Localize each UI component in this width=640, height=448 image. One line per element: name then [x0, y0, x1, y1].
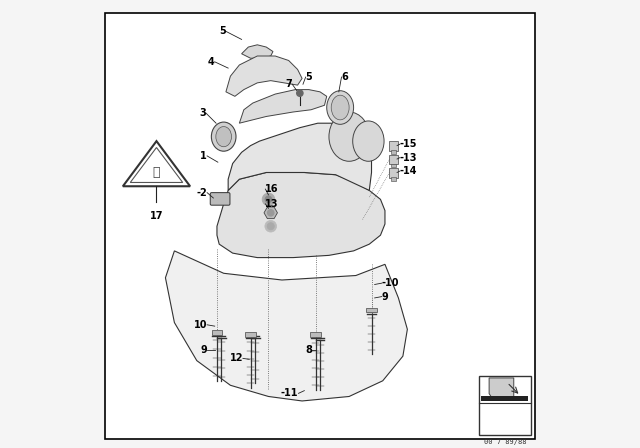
Ellipse shape	[332, 95, 349, 120]
Ellipse shape	[329, 112, 369, 161]
Polygon shape	[242, 45, 273, 58]
Text: 5: 5	[219, 26, 226, 36]
Text: 8: 8	[305, 345, 312, 355]
Bar	[310, 332, 321, 337]
Text: -15: -15	[400, 139, 417, 149]
Bar	[479, 376, 531, 435]
Polygon shape	[165, 251, 407, 401]
Bar	[481, 396, 528, 401]
Text: -14: -14	[400, 166, 417, 176]
FancyBboxPatch shape	[210, 193, 230, 205]
Text: ✋: ✋	[153, 166, 160, 179]
Circle shape	[268, 210, 274, 216]
Text: 3: 3	[199, 108, 206, 118]
Text: 10: 10	[194, 320, 207, 330]
Polygon shape	[226, 56, 302, 96]
Polygon shape	[123, 141, 190, 186]
Circle shape	[297, 90, 303, 96]
Bar	[389, 155, 397, 164]
Polygon shape	[489, 378, 514, 401]
Text: 17: 17	[150, 211, 163, 221]
Polygon shape	[228, 123, 371, 190]
Polygon shape	[239, 90, 327, 123]
Circle shape	[266, 196, 271, 202]
Text: 12: 12	[230, 353, 243, 363]
Text: 1: 1	[200, 151, 207, 161]
Text: 6: 6	[342, 72, 348, 82]
Text: 16: 16	[266, 184, 279, 194]
Bar	[389, 168, 397, 178]
Text: 13: 13	[266, 199, 279, 209]
Text: 00 7 89/88: 00 7 89/88	[484, 439, 526, 445]
Text: 9: 9	[200, 345, 207, 355]
Ellipse shape	[211, 122, 236, 151]
Circle shape	[265, 220, 276, 232]
Bar	[391, 177, 396, 181]
Ellipse shape	[353, 121, 384, 161]
Text: 7: 7	[285, 79, 292, 89]
Bar	[366, 308, 377, 312]
Text: -10: -10	[382, 278, 399, 288]
Text: -11: -11	[281, 388, 298, 398]
Bar	[391, 164, 396, 167]
Ellipse shape	[216, 127, 232, 147]
Text: -2: -2	[196, 188, 207, 198]
Bar	[391, 150, 396, 154]
Bar	[212, 330, 222, 335]
Bar	[389, 141, 397, 151]
Polygon shape	[217, 172, 385, 258]
Text: 5: 5	[306, 72, 312, 82]
Text: -13: -13	[400, 153, 417, 163]
Text: 9: 9	[382, 292, 388, 302]
Polygon shape	[264, 207, 278, 219]
Ellipse shape	[327, 90, 354, 125]
Text: 4: 4	[208, 57, 215, 67]
Circle shape	[267, 223, 275, 230]
Circle shape	[262, 193, 275, 206]
Bar	[245, 332, 256, 337]
